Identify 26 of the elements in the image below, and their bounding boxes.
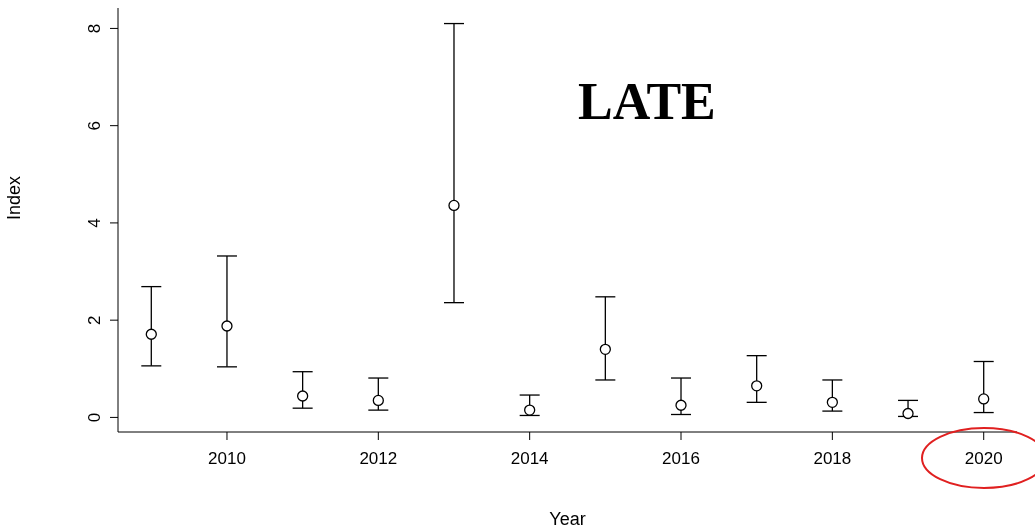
point bbox=[296, 390, 309, 402]
point bbox=[675, 399, 687, 411]
point bbox=[978, 393, 990, 405]
y-tick-label: 2 bbox=[85, 315, 104, 325]
y-tick-label: 6 bbox=[85, 120, 104, 131]
y-tick-label: 0 bbox=[85, 412, 104, 423]
point bbox=[448, 199, 460, 212]
point bbox=[221, 320, 233, 332]
x-tick-label: 2018 bbox=[813, 449, 852, 469]
x-tick-label: 2016 bbox=[662, 449, 700, 469]
y-axis-title: Index bbox=[4, 175, 25, 220]
point bbox=[826, 396, 839, 408]
point bbox=[372, 394, 384, 407]
x-tick-label: 2020 bbox=[964, 449, 1003, 469]
y-tick-label: 4 bbox=[85, 218, 104, 228]
point bbox=[524, 404, 536, 416]
x-tick-label: 2012 bbox=[359, 449, 398, 469]
x-axis-title: Year bbox=[549, 509, 586, 525]
point bbox=[599, 343, 611, 355]
point bbox=[145, 328, 157, 340]
annotation: LATE bbox=[578, 72, 716, 131]
x-tick-label: 2014 bbox=[510, 449, 549, 469]
x-tick-label: 2010 bbox=[208, 449, 246, 469]
point bbox=[751, 380, 763, 392]
point bbox=[902, 407, 914, 420]
y-tick-label: 8 bbox=[85, 23, 104, 34]
